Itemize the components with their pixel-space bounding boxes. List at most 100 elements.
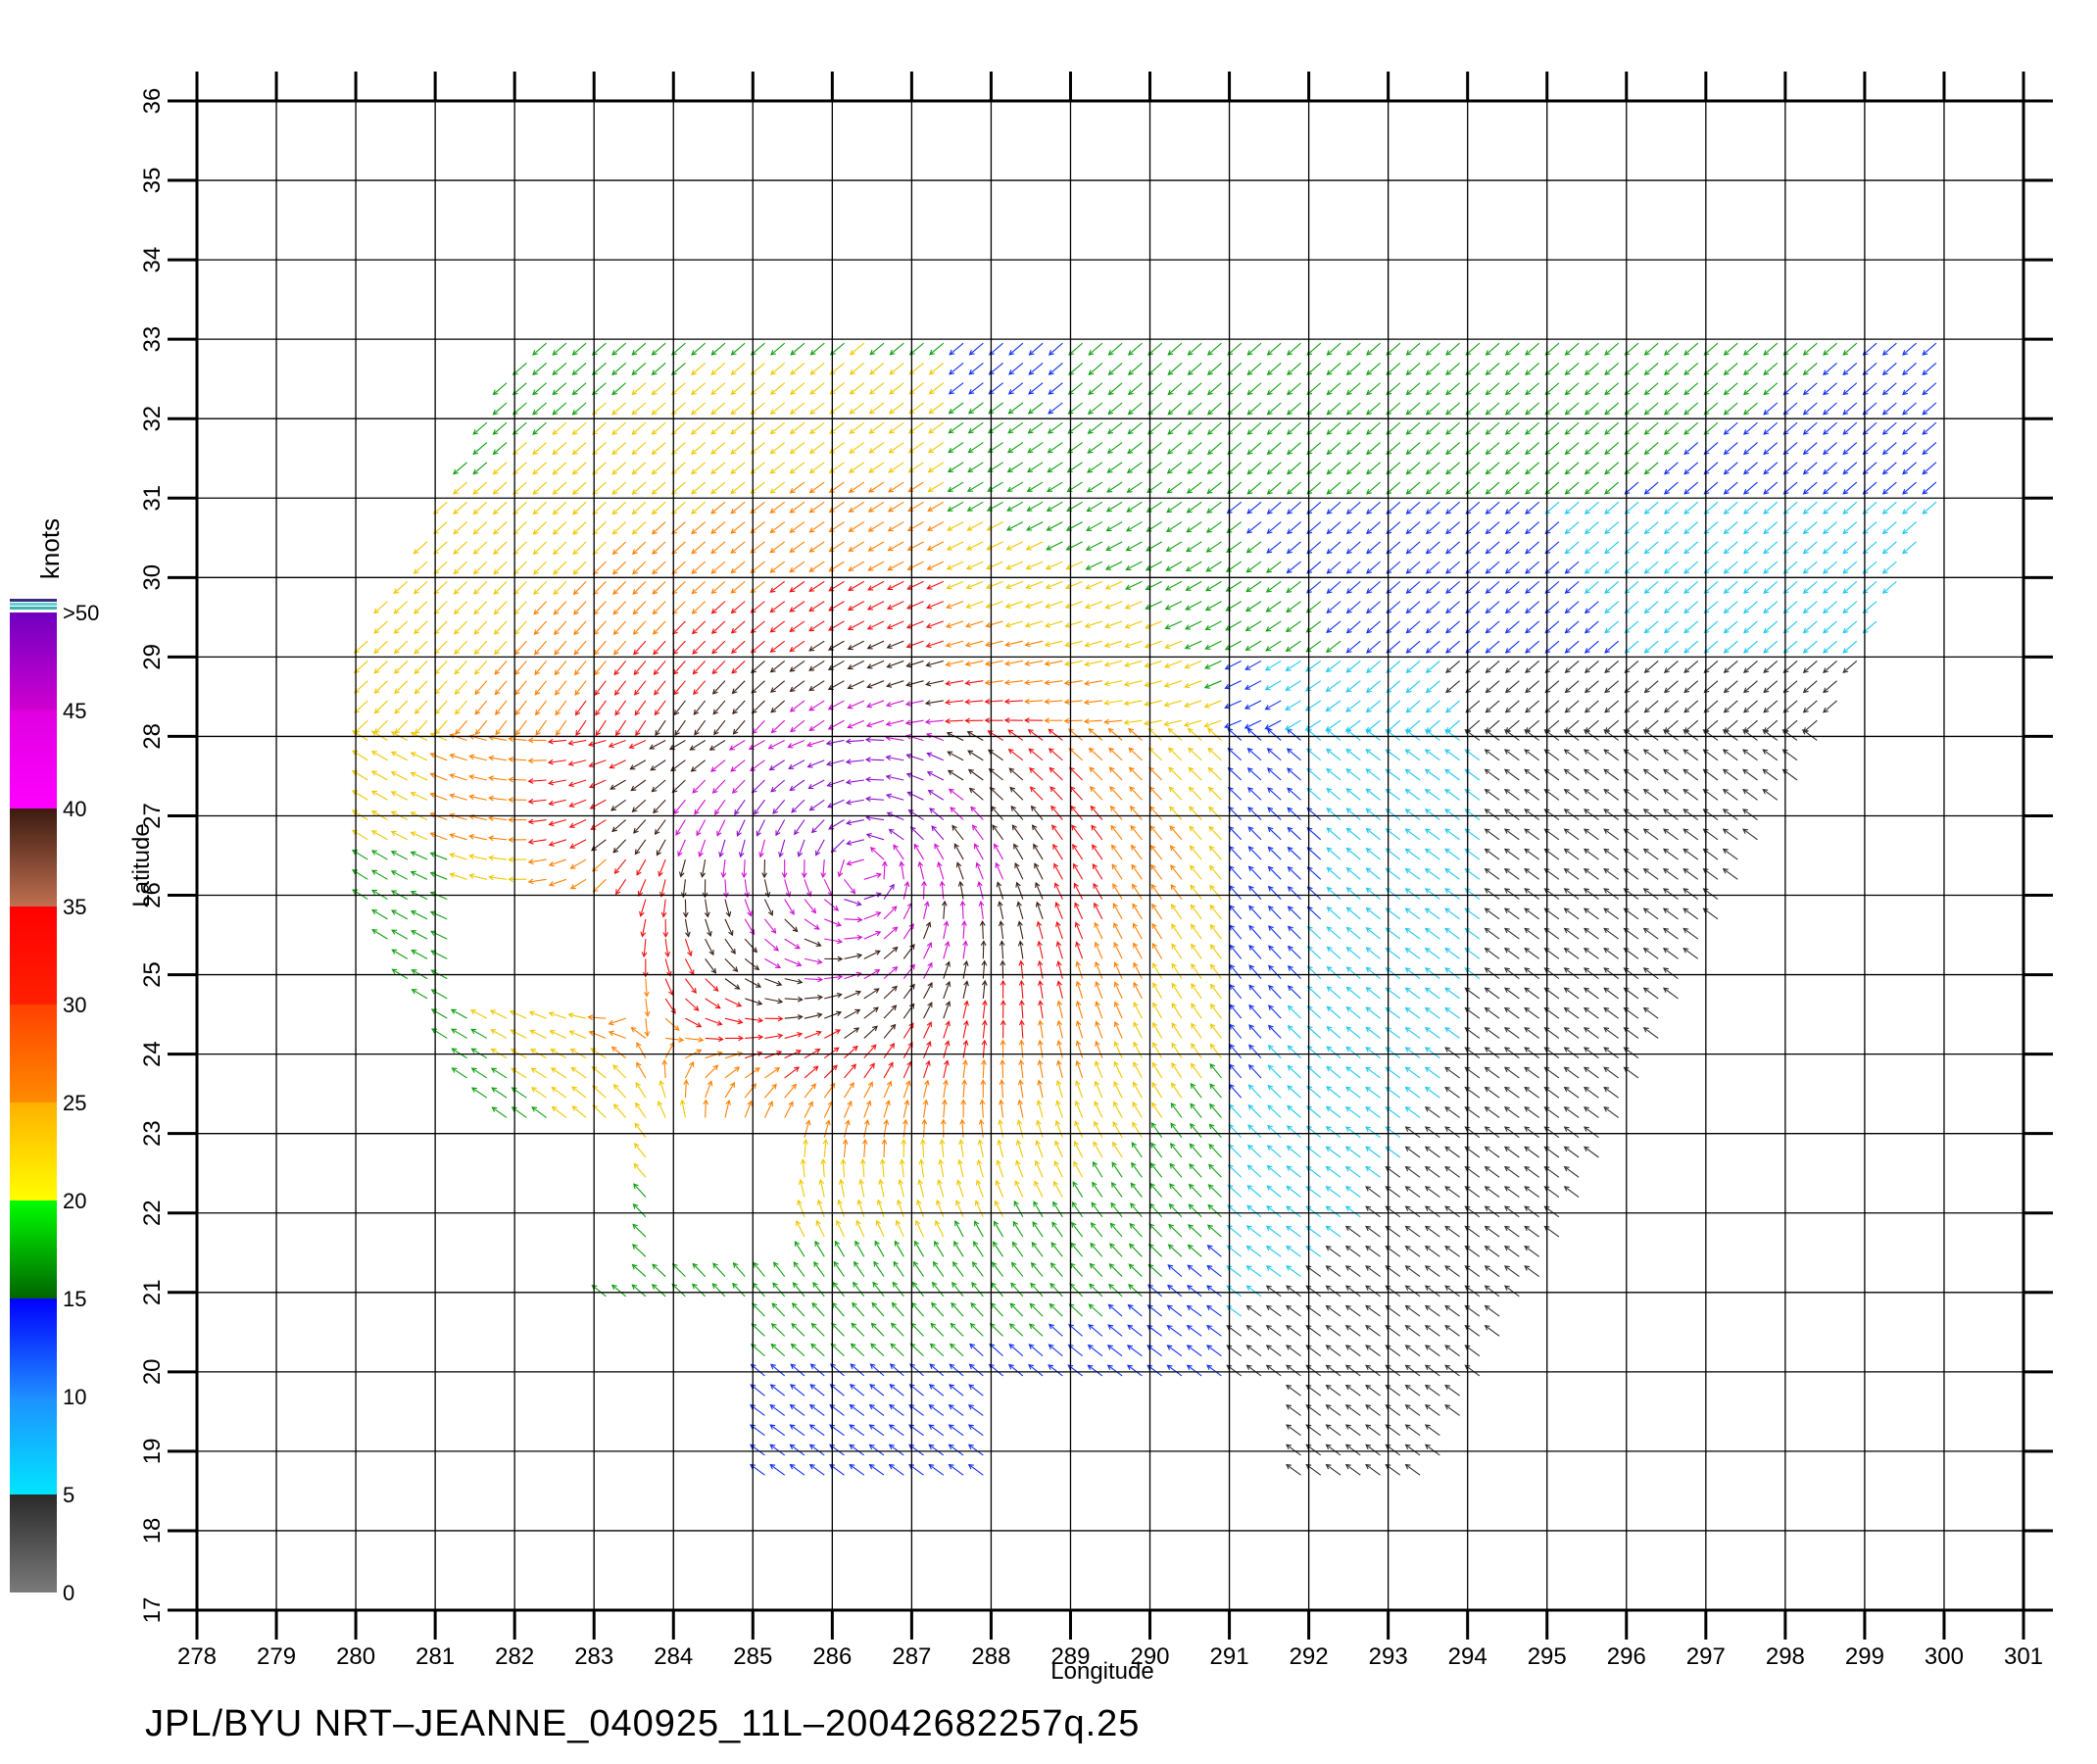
wind-vector (1125, 620, 1143, 628)
wind-vector (848, 601, 865, 611)
wind-vector-head (1190, 923, 1196, 930)
wind-vector-head (454, 668, 461, 675)
wind-vector (1064, 680, 1083, 684)
wind-vector-head (1424, 1186, 1431, 1192)
wind-vector-head (1248, 905, 1254, 911)
wind-vector-head (1325, 1265, 1332, 1271)
wind-vector (1152, 1042, 1163, 1058)
wind-vector (793, 1261, 805, 1277)
wind-vector (1205, 601, 1222, 611)
wind-vector-head (1183, 721, 1190, 727)
wind-vector-head (1152, 962, 1158, 969)
wind-vector-head (1167, 747, 1174, 754)
wind-vector (1565, 580, 1580, 594)
wind-vector-head (1683, 648, 1690, 654)
wind-vector-head (761, 872, 768, 879)
wind-vector (1564, 1166, 1580, 1178)
wind-vector (1444, 1166, 1460, 1178)
wind-vector (554, 640, 567, 656)
wind-vector (824, 975, 843, 980)
wind-vector (1405, 907, 1421, 920)
wind-vector (630, 760, 647, 770)
wind-vector (1704, 719, 1719, 733)
wind-vector-head (410, 791, 416, 798)
wind-vector (962, 1080, 965, 1099)
wind-vector-head (1128, 747, 1135, 754)
wind-vector (592, 858, 607, 872)
wind-vector (850, 1384, 865, 1396)
wind-vector (1267, 728, 1282, 741)
wind-vector (1167, 1345, 1183, 1357)
wind-vector-head (1265, 646, 1272, 652)
wind-vector-head (1149, 1162, 1156, 1169)
wind-vector (1045, 660, 1063, 665)
wind-vector-head (1344, 1106, 1351, 1112)
wind-vector (804, 879, 811, 897)
wind-vector (1091, 1201, 1103, 1218)
wind-vector (823, 1083, 836, 1099)
wind-vector (1823, 680, 1837, 693)
wind-vector (1485, 1285, 1500, 1298)
wind-vector (1165, 620, 1183, 629)
wind-vector (1076, 1021, 1084, 1039)
wind-vector-head (1248, 1004, 1254, 1010)
wind-vector (554, 601, 567, 615)
wind-vector-head (1464, 948, 1471, 954)
wind-vector (902, 944, 915, 959)
wind-vector-head (1484, 1027, 1490, 1033)
wind-vector (1050, 806, 1063, 820)
wind-vector-head (1109, 805, 1116, 811)
wind-vector (1228, 826, 1243, 841)
wind-vector (1505, 700, 1520, 713)
wind-vector (811, 819, 825, 833)
wind-vector-head (1207, 1184, 1214, 1190)
wind-vector (568, 760, 587, 765)
wind-vector-head (1108, 1263, 1115, 1269)
wind-vector-head (1056, 1019, 1063, 1026)
wind-vector (1644, 640, 1659, 654)
wind-vector-head (1802, 707, 1809, 713)
wind-vector-head (1603, 907, 1610, 913)
wind-vector (1405, 789, 1421, 801)
wind-vector (1683, 640, 1699, 654)
wind-vector (1663, 768, 1679, 781)
wind-vector-head (1345, 1026, 1352, 1032)
wind-vector (1823, 620, 1837, 634)
wind-vector-head (1385, 887, 1391, 894)
wind-vector (1150, 845, 1163, 860)
wind-vector (570, 858, 587, 869)
wind-vector (958, 1159, 964, 1178)
wind-vector-head (1643, 707, 1650, 713)
wind-vector-head (1445, 588, 1451, 594)
wind-vector-head (633, 1183, 639, 1190)
wind-vector (1070, 1262, 1084, 1277)
wind-vector (951, 1282, 964, 1298)
wind-vector (1365, 1464, 1381, 1476)
wind-vector (863, 1082, 873, 1099)
wind-vector (1229, 1063, 1243, 1079)
wind-vector-head (1007, 749, 1014, 755)
wind-vector (813, 1261, 825, 1277)
wind-vector (950, 1344, 964, 1357)
wind-vector-head (1209, 1102, 1215, 1109)
wind-vector (838, 1200, 846, 1217)
wind-vector (711, 601, 726, 614)
wind-vector (1505, 661, 1520, 673)
wind-vector (1009, 1323, 1024, 1337)
wind-vector-head (614, 710, 620, 716)
wind-vector (923, 1080, 929, 1099)
wind-vector-head (1365, 726, 1372, 733)
wind-vector-head (1603, 768, 1610, 775)
wind-vector (1114, 962, 1123, 979)
wind-vector (430, 852, 448, 860)
wind-vector-head (550, 1049, 557, 1054)
wind-vector (1148, 786, 1163, 801)
wind-vector-head (1229, 1023, 1236, 1030)
wind-vector (790, 1384, 805, 1396)
wind-vector (1286, 1225, 1301, 1238)
wind-vector (1326, 700, 1341, 711)
wind-vector (887, 580, 904, 590)
wind-vector (1132, 904, 1143, 920)
wind-vector-head (1265, 587, 1272, 593)
wind-vector-head (1128, 727, 1134, 734)
